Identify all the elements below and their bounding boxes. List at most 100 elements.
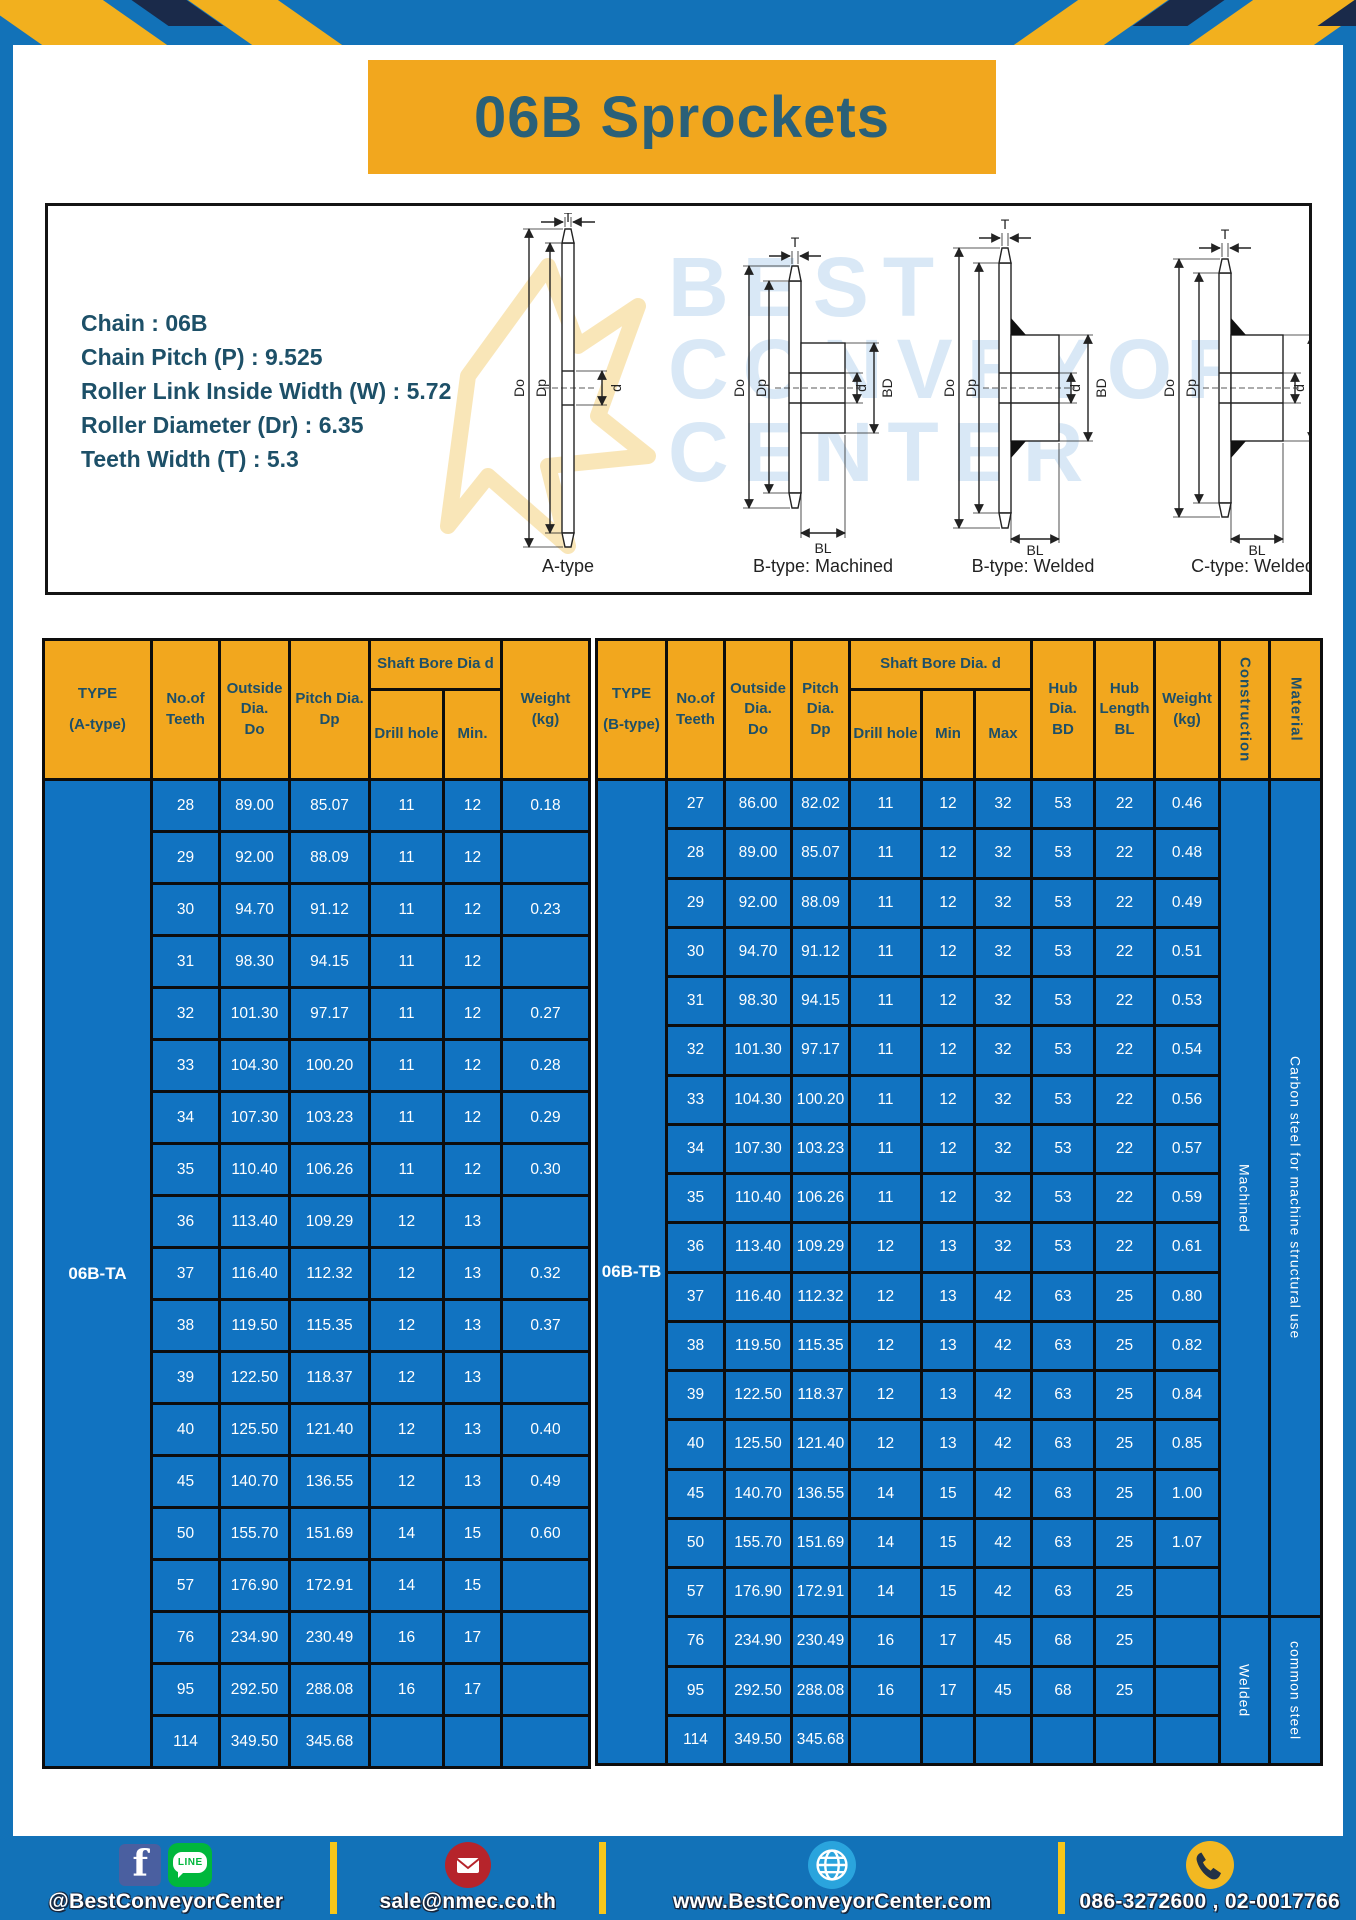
footer-divider (599, 1842, 607, 1914)
table-cell: 12 (442, 882, 503, 937)
table-cell: 104.30 (723, 1073, 793, 1126)
table-row: 35 110.40 106.26 11 12 0.30 (44, 1142, 591, 1197)
table-cell: 0.80 (1153, 1270, 1222, 1323)
table-cell: 119.50 (218, 1298, 291, 1353)
table-a-body: 06B-TA 28 89.00 85.07 11 12 0.18 29 92.00 88.09 11… (42, 778, 591, 1769)
table-cell: 176.90 (723, 1565, 793, 1619)
table-cell: 0.30 (500, 1142, 591, 1197)
table-cell: 292.50 (723, 1664, 793, 1717)
table-cell: 0.84 (1153, 1368, 1222, 1422)
line-icon[interactable]: LINE (168, 1843, 213, 1887)
table-cell: 0.37 (500, 1298, 591, 1353)
header-hub-length: Hub Length BL (1093, 638, 1157, 781)
table-cell: 12 (442, 986, 503, 1041)
table-cell: 118.37 (288, 1350, 371, 1405)
svg-text:Do: Do (511, 379, 527, 397)
table-cell: 36 (665, 1221, 726, 1274)
table-cell: 32 (972, 974, 1034, 1028)
table-row: 36 113.40 109.29 12 13 (44, 1194, 591, 1249)
table-cell: 15 (920, 1565, 976, 1619)
spec-line: Chain Pitch (P) : 9.525 (81, 344, 323, 370)
table-cell: 63 (1030, 1270, 1097, 1323)
table-cell: 349.50 (723, 1713, 793, 1767)
header-shaft-bore: Shaft Bore Dia d (368, 638, 503, 691)
table-cell: 12 (442, 1090, 503, 1145)
table-cell: 32 (972, 876, 1034, 929)
facebook-icon[interactable]: f (119, 1844, 162, 1886)
table-cell: 53 (1030, 1171, 1097, 1225)
table-cell: 11 (848, 1024, 923, 1077)
table-cell: 32 (972, 827, 1034, 880)
social-handle[interactable]: @BestConveyorCenter (48, 1890, 284, 1913)
table-cell: 89.00 (723, 827, 793, 880)
table-cell: 39 (665, 1368, 726, 1422)
globe-icon[interactable] (808, 1841, 857, 1889)
table-row: 30 94.70 91.12 11 12 32 53 22 0.51 (597, 925, 1322, 979)
table-cell: 45 (972, 1615, 1034, 1668)
table-row: 28 89.00 85.07 11 12 32 53 22 0.48 (597, 827, 1322, 880)
table-cell: 12 (920, 777, 976, 831)
table-cell: 82.02 (790, 777, 851, 831)
table-cell: 12 (368, 1402, 445, 1457)
table-cell: 32 (972, 1122, 1034, 1176)
table-cell: 16 (848, 1615, 923, 1668)
header-construction: Construction (1218, 638, 1272, 781)
table-cell: 63 (1030, 1516, 1097, 1570)
table-cell: 172.91 (790, 1565, 851, 1619)
table-cell: 12 (920, 1171, 976, 1225)
table-cell: 116.40 (723, 1270, 793, 1323)
table-cell: 11 (848, 1122, 923, 1176)
table-cell: 29 (665, 876, 726, 929)
table-row: 29 92.00 88.09 11 12 32 53 22 0.49 (597, 876, 1322, 929)
table-cell: 38 (150, 1298, 221, 1353)
table-cell: 30 (150, 882, 221, 937)
header-drill-hole: Drill hole (848, 688, 923, 781)
svg-text:Dp: Dp (753, 379, 769, 397)
phone-icon[interactable] (1185, 1841, 1234, 1889)
table-cell: 22 (1093, 1073, 1157, 1126)
website-url[interactable]: www.BestConveyorCenter.com (672, 1890, 992, 1913)
table-cell: 30 (665, 925, 726, 979)
phone-numbers[interactable]: 086-3272600 , 02-0017766 (1079, 1890, 1340, 1913)
table-cell: 50 (665, 1516, 726, 1570)
table-cell: 12 (442, 830, 503, 885)
table-cell: 22 (1093, 827, 1157, 880)
frame-left (0, 0, 13, 1920)
table-cell (500, 1350, 591, 1405)
table-cell: 14 (368, 1506, 445, 1561)
table-row: 06B-TB 27 86.00 82.02 11 12 32 53 22 0.46 Machined… (595, 777, 1324, 1766)
table-row: 31 98.30 94.15 11 12 32 53 22 0.53 (597, 974, 1322, 1028)
table-row: 40 125.50 121.40 12 13 0.40 (44, 1402, 591, 1457)
table-cell: 234.90 (218, 1610, 291, 1665)
email-address[interactable]: sale@nmec.co.th (379, 1890, 557, 1913)
svg-text:T: T (791, 234, 800, 250)
table-cell: 22 (1093, 1171, 1157, 1225)
table-cell: 230.49 (790, 1615, 851, 1668)
header-min: Min. (442, 688, 503, 781)
table-cell: 85.07 (288, 778, 371, 833)
table-cell: 53 (1030, 827, 1097, 880)
material-cell: Carbon steel for machine structural use (1268, 777, 1324, 1619)
svg-text:T: T (1001, 216, 1010, 232)
line-bubble-tail (178, 1871, 186, 1878)
table-cell: 25 (1093, 1565, 1157, 1619)
table-cell (920, 1713, 976, 1767)
table-row: 95 292.50 288.08 16 17 (44, 1662, 591, 1717)
svg-text:BD: BD (1093, 378, 1109, 397)
table-cell: 11 (368, 934, 445, 989)
table-cell: 36 (150, 1194, 221, 1249)
table-a-container: TYPE (A-type) No.of Teeth Outside Dia. Do… (42, 638, 591, 1769)
email-icon[interactable] (444, 1842, 491, 1888)
table-cell: 101.30 (218, 986, 291, 1041)
table-cell: 25 (1093, 1270, 1157, 1323)
table-cell: 11 (848, 876, 923, 929)
table-row: 32 101.30 97.17 11 12 32 53 22 0.54 (597, 1024, 1322, 1077)
table-cell: 0.49 (500, 1454, 591, 1509)
table-row: 114 349.50 345.68 (597, 1713, 1322, 1767)
table-cell: 63 (1030, 1319, 1097, 1373)
table-06b-tb: TYPE (B-type) No.of Teeth Outside Dia. Do… (595, 638, 1324, 1767)
table-cell: 32 (150, 986, 221, 1041)
table-cell: 32 (972, 777, 1034, 831)
table-row: 45 140.70 136.55 12 13 0.49 (44, 1454, 591, 1509)
